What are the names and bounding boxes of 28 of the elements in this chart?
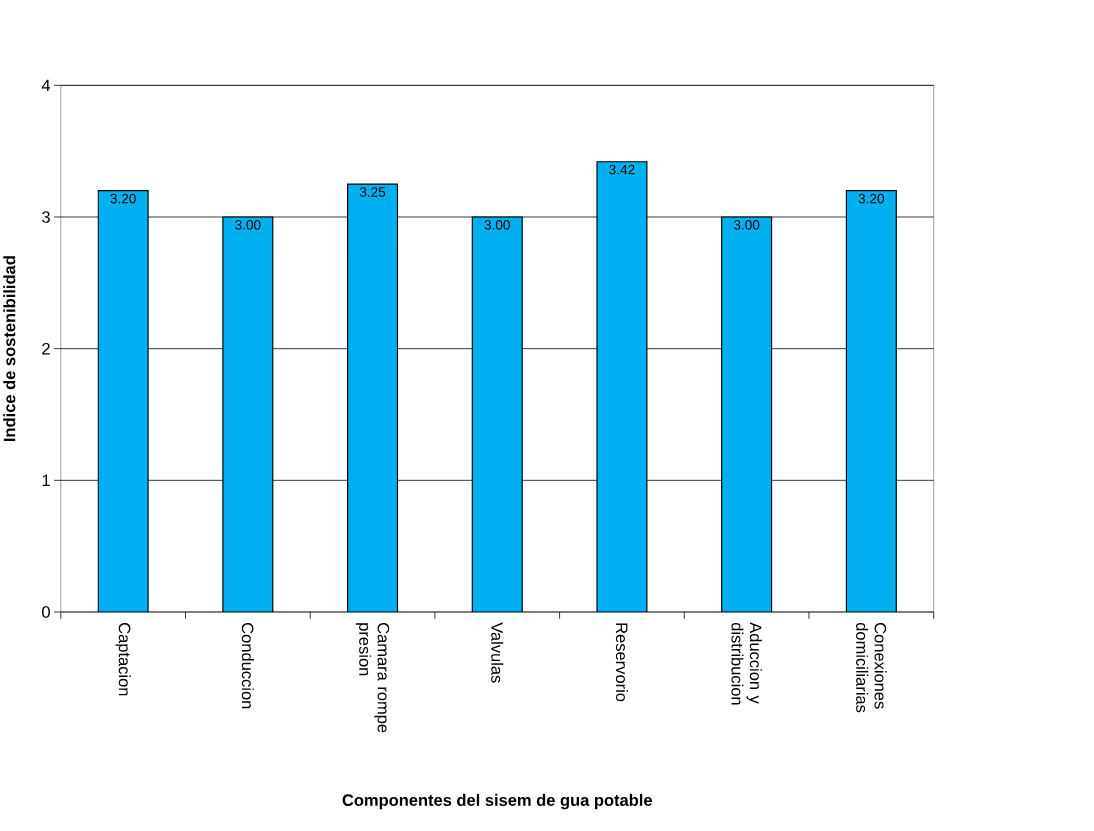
bar xyxy=(347,183,399,612)
data-label: 3.20 xyxy=(110,193,136,204)
x-tick-label: Aduccion y distribucion xyxy=(731,622,762,705)
data-label: 3.00 xyxy=(484,220,510,230)
x-axis-title: Componentes del sisem de gua potable xyxy=(342,793,652,810)
y-tick-label: 3 xyxy=(42,211,50,223)
data-label: 3.00 xyxy=(733,220,760,230)
x-tick-label: Conduccion xyxy=(241,622,254,709)
x-tick-label: Valvulas xyxy=(491,622,504,683)
y-axis-title: Indice de sostenibilidad xyxy=(3,256,16,441)
x-tick-label: Captacion xyxy=(115,622,131,696)
x-tick-label: Reservorio xyxy=(615,623,628,702)
y-tick-label: 2 xyxy=(42,342,50,355)
data-label: 3.25 xyxy=(359,187,386,197)
data-label: 3.20 xyxy=(858,193,885,204)
bar xyxy=(721,216,773,612)
y-tick-label: 1 xyxy=(42,474,50,486)
bar xyxy=(845,190,897,612)
bar xyxy=(222,216,274,612)
bar xyxy=(97,190,149,612)
data-label: 3.42 xyxy=(609,164,635,175)
x-tick-label: Camara rompe presion xyxy=(355,622,390,733)
y-tick-label: 0 xyxy=(42,606,50,618)
data-label: 3.00 xyxy=(235,220,261,230)
y-tick-label: 4 xyxy=(41,79,51,91)
bar xyxy=(471,216,523,612)
x-tick-label: Conexiones domiciliarias xyxy=(856,622,887,713)
bar xyxy=(596,161,648,612)
